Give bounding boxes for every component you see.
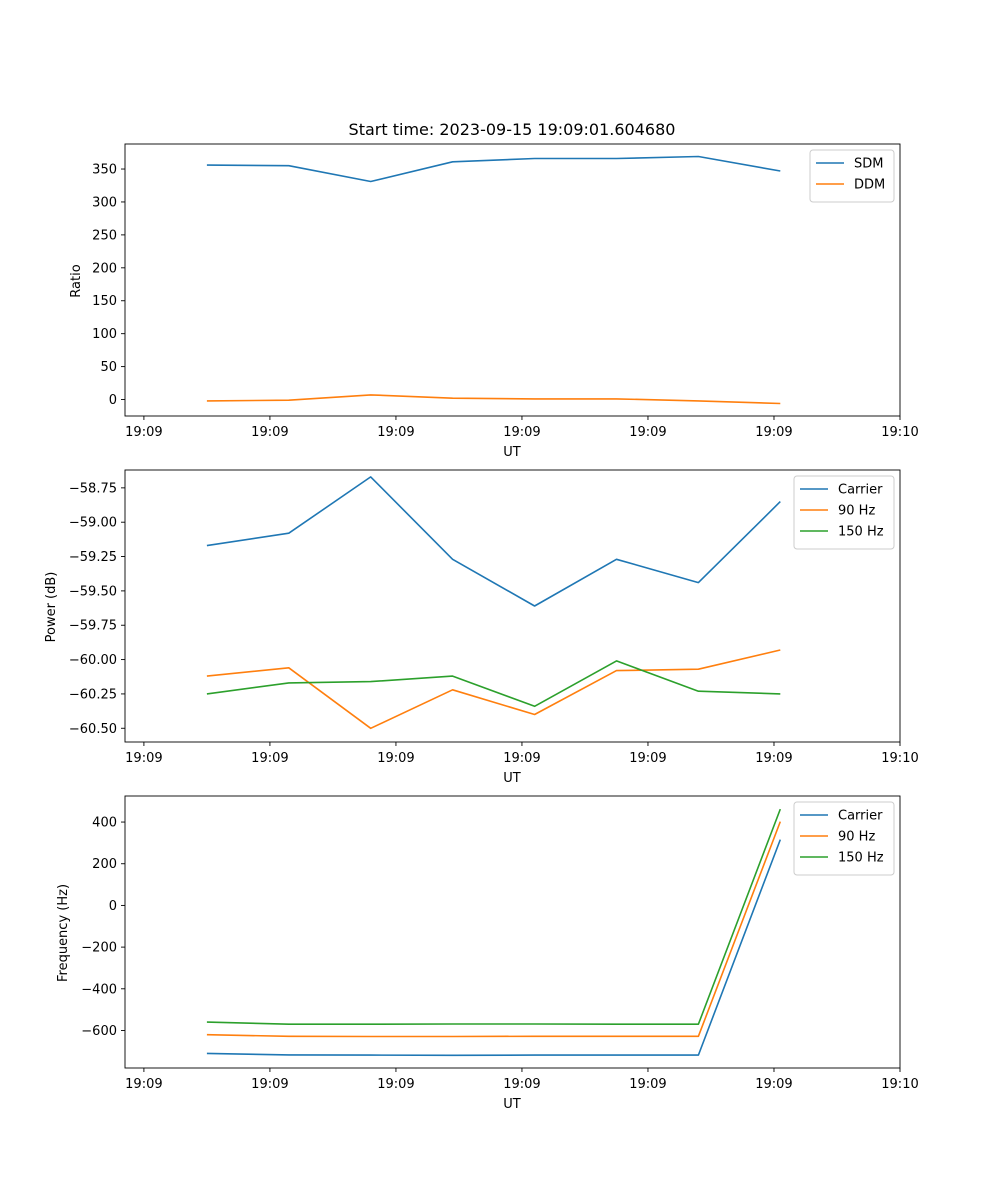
ratio-x-tick-label: 19:10 xyxy=(881,425,918,440)
power-axes-frame xyxy=(124,469,901,743)
frequency-y-tick-label: 400 xyxy=(92,816,117,831)
ratio-y-tick-label: 100 xyxy=(92,327,117,342)
frequency-series-line-90-hz xyxy=(206,821,782,1038)
power-legend: Carrier 90 Hz 150 Hz xyxy=(793,475,895,550)
frequency-x-tick-label: 19:09 xyxy=(125,1077,162,1092)
power-plot-area: 19:09 19:09 19:09 19:09 19:09 19:09 19:10 −60.5… xyxy=(69,469,919,766)
frequency-legend-label: 150 Hz xyxy=(838,851,884,866)
frequency-x-tick-label: 19:09 xyxy=(629,1077,666,1092)
frequency-subplot: 19:09 19:09 19:09 19:09 19:09 19:09 19:10 −600 −… xyxy=(56,795,919,1112)
ratio-x-axis-label: UT xyxy=(503,445,521,460)
ratio-y-tick-label: 150 xyxy=(92,294,117,309)
frequency-axes-frame xyxy=(124,795,901,1069)
power-y-tick-label: −59.00 xyxy=(69,516,117,531)
frequency-series-line-carrier xyxy=(206,839,782,1057)
ratio-y-tick-label: 50 xyxy=(100,360,117,375)
power-subplot: 19:09 19:09 19:09 19:09 19:09 19:09 19:10 −60.5… xyxy=(44,469,919,786)
frequency-legend: Carrier 90 Hz 150 Hz xyxy=(793,801,895,876)
power-x-tick-label: 19:09 xyxy=(125,751,162,766)
frequency-x-tick-label: 19:10 xyxy=(881,1077,918,1092)
power-legend-label: 150 Hz xyxy=(838,525,884,540)
frequency-y-tick-label: −200 xyxy=(81,941,117,956)
power-x-axis-label: UT xyxy=(503,771,521,786)
frequency-x-tick-label: 19:09 xyxy=(251,1077,288,1092)
frequency-y-tick-label: −400 xyxy=(81,982,117,997)
frequency-series-line-150-hz xyxy=(206,808,782,1025)
power-legend-label: Carrier xyxy=(838,483,883,498)
frequency-plot-area: 19:09 19:09 19:09 19:09 19:09 19:09 19:10 −600 −… xyxy=(81,795,919,1092)
power-x-tick-label: 19:09 xyxy=(377,751,414,766)
power-x-tick-label: 19:10 xyxy=(881,751,918,766)
ratio-y-tick-label: 200 xyxy=(92,261,117,276)
ratio-y-tick-label: 0 xyxy=(109,393,117,408)
ratio-series-line-sdm xyxy=(206,155,781,183)
power-y-tick-label: −59.25 xyxy=(69,550,117,565)
power-y-tick-label: −59.50 xyxy=(69,584,117,599)
ratio-x-tick-label: 19:09 xyxy=(125,425,162,440)
ratio-y-axis-label: Ratio xyxy=(69,264,84,297)
power-series-line-90-hz xyxy=(206,649,781,730)
power-series-line-150-hz xyxy=(206,660,781,708)
power-y-tick-label: −58.75 xyxy=(69,481,117,496)
ratio-x-tick-label: 19:09 xyxy=(503,425,540,440)
power-x-tick-label: 19:09 xyxy=(251,751,288,766)
frequency-x-axis-label: UT xyxy=(503,1097,521,1112)
power-y-tick-label: −60.50 xyxy=(69,722,117,737)
ratio-x-tick-label: 19:09 xyxy=(251,425,288,440)
ratio-x-tick-label: 19:09 xyxy=(377,425,414,440)
ratio-y-tick-label: 350 xyxy=(92,163,117,178)
power-x-tick-label: 19:09 xyxy=(629,751,666,766)
frequency-y-tick-label: 200 xyxy=(92,857,117,872)
ratio-plot-area: 19:09 19:09 19:09 19:09 19:09 19:09 19:10 0 50 10… xyxy=(92,143,919,440)
frequency-x-tick-label: 19:09 xyxy=(755,1077,792,1092)
ratio-x-tick-label: 19:09 xyxy=(755,425,792,440)
frequency-y-tick-label: −600 xyxy=(81,1024,117,1039)
power-y-axis-label: Power (dB) xyxy=(44,572,59,643)
ratio-x-tick-label: 19:09 xyxy=(629,425,666,440)
frequency-x-tick-label: 19:09 xyxy=(503,1077,540,1092)
power-legend-label: 90 Hz xyxy=(838,504,875,519)
power-x-tick-label: 19:09 xyxy=(503,751,540,766)
ratio-y-tick-label: 300 xyxy=(92,195,117,210)
power-y-tick-label: −59.75 xyxy=(69,619,117,634)
frequency-y-tick-label: 0 xyxy=(109,899,117,914)
ratio-axes-frame xyxy=(124,143,901,417)
power-y-tick-label: −60.00 xyxy=(69,653,117,668)
ratio-legend-label: DDM xyxy=(854,178,885,193)
frequency-legend-label: 90 Hz xyxy=(838,830,875,845)
ratio-series-line-ddm xyxy=(206,394,781,405)
power-y-tick-label: −60.25 xyxy=(69,687,117,702)
ratio-legend: SDM DDM xyxy=(809,149,895,203)
power-x-tick-label: 19:09 xyxy=(755,751,792,766)
ratio-y-tick-label: 250 xyxy=(92,228,117,243)
chart-title: Start time: 2023-09-15 19:09:01.604680 xyxy=(349,120,676,139)
frequency-y-axis-label: Frequency (Hz) xyxy=(56,884,71,982)
ratio-subplot: Start time: 2023-09-15 19:09:01.604680 1… xyxy=(69,120,919,460)
power-series-line-carrier xyxy=(206,476,781,607)
frequency-legend-label: Carrier xyxy=(838,809,883,824)
ratio-legend-label: SDM xyxy=(854,157,883,172)
frequency-x-tick-label: 19:09 xyxy=(377,1077,414,1092)
